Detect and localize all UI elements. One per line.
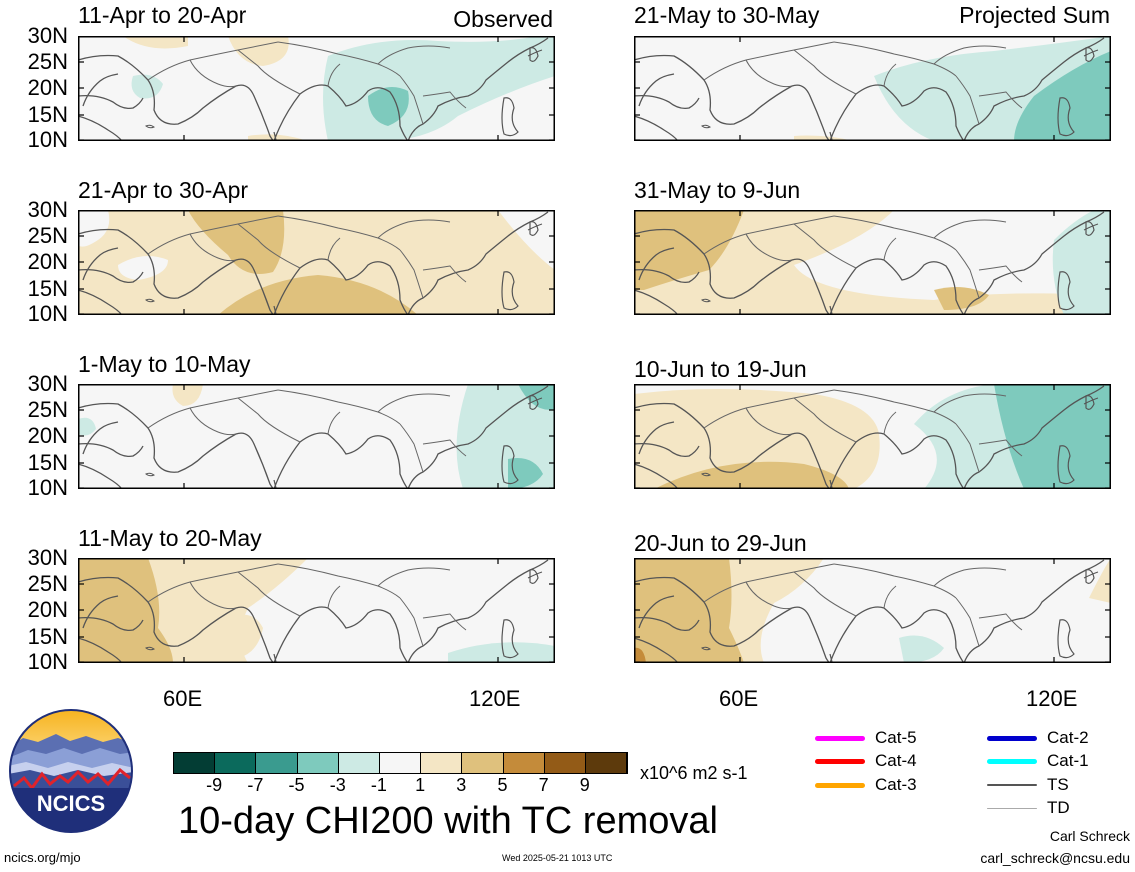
panel-title: 1-May to 10-May: [78, 351, 251, 377]
colorbar-swatch: [503, 753, 545, 773]
colorbar: [173, 752, 628, 774]
lat-label: 25N: [27, 397, 68, 422]
footer-timestamp: Wed 2025-05-21 1013 UTC: [502, 853, 613, 863]
colorbar-swatch: [544, 753, 586, 773]
map-panel: [78, 210, 555, 315]
colorbar-tick-label: -3: [329, 775, 346, 795]
tc-legend-label: Cat-3: [875, 775, 917, 794]
panel-title: 11-Apr to 20-Apr: [78, 2, 247, 28]
tc-legend-label: Cat-4: [875, 751, 917, 770]
panel-title: 11-May to 20-May: [78, 525, 262, 551]
panel-corner-label: Projected Sum: [959, 2, 1110, 28]
ncics-logo: NCICS: [9, 709, 133, 833]
lat-label: 30N: [27, 545, 68, 570]
lat-label: 15N: [27, 276, 68, 301]
map-panel: [78, 558, 555, 663]
tc-legend-line: [987, 784, 1037, 786]
panel-title: 21-Apr to 30-Apr: [78, 177, 249, 203]
tc-legend-line: [987, 758, 1037, 764]
tc-legend-label: Cat-5: [875, 728, 917, 747]
figure-title: 10-day CHI200 with TC removal: [178, 800, 718, 842]
tc-legend-label: Cat-2: [1047, 728, 1089, 747]
lat-label: 20N: [27, 249, 68, 274]
colorbar-swatch: [297, 753, 339, 773]
colorbar-swatch: [421, 753, 463, 773]
lon-label: 60E: [163, 686, 203, 711]
colorbar-swatch: [174, 753, 216, 773]
tc-legend-line: [815, 735, 865, 741]
lat-label: 10N: [27, 301, 68, 326]
lat-label: 25N: [27, 223, 68, 248]
colorbar-swatch: [462, 753, 504, 773]
lat-label: 30N: [27, 371, 68, 396]
lon-label: 60E: [719, 686, 759, 711]
logo-text: NCICS: [37, 791, 105, 816]
colorbar-tick-label: -9: [206, 775, 223, 795]
map-panel: [634, 36, 1111, 141]
footer-email: carl_schreck@ncsu.edu: [980, 850, 1130, 866]
colorbar-swatch: [585, 753, 628, 773]
panel-title: 20-Jun to 29-Jun: [634, 530, 807, 556]
map-panel: [78, 36, 555, 141]
footer-url: ncics.org/mjo: [4, 850, 81, 865]
map-panel: [634, 384, 1111, 489]
lon-label: 120E: [1026, 686, 1078, 711]
colorbar-swatch: [338, 753, 380, 773]
tc-legend-label: TD: [1047, 798, 1070, 817]
lat-label: 25N: [27, 49, 68, 74]
map-panel: [78, 384, 555, 489]
lat-label: 15N: [27, 624, 68, 649]
lat-label: 30N: [27, 197, 68, 222]
map-panel: [634, 210, 1111, 315]
lat-label: 20N: [27, 75, 68, 100]
tc-legend-line: [987, 807, 1037, 809]
lat-label: 20N: [27, 597, 68, 622]
colorbar-units: x10^6 m2 s-1: [640, 763, 748, 783]
tc-legend-label: Cat-1: [1047, 751, 1089, 770]
panel-title: 10-Jun to 19-Jun: [634, 356, 807, 382]
lat-label: 20N: [27, 423, 68, 448]
colorbar-swatch: [256, 753, 298, 773]
colorbar-tick-label: 7: [538, 775, 549, 795]
lat-label: 10N: [27, 649, 68, 674]
tc-legend-label: TS: [1047, 775, 1069, 794]
colorbar-tick-label: -1: [370, 775, 387, 795]
lat-label: 10N: [27, 127, 68, 152]
panel-title: 21-May to 30-May: [634, 2, 820, 28]
colorbar-tick-label: 3: [456, 775, 467, 795]
lat-label: 10N: [27, 475, 68, 500]
lat-label: 15N: [27, 450, 68, 475]
colorbar-tick-label: -5: [288, 775, 305, 795]
colorbar-swatch: [215, 753, 257, 773]
lat-label: 30N: [27, 23, 68, 48]
map-panel: [634, 558, 1111, 663]
colorbar-swatch: [379, 753, 422, 773]
lon-label: 120E: [469, 686, 521, 711]
colorbar-tick-label: 9: [579, 775, 590, 795]
panel-corner-label: Observed: [453, 6, 553, 32]
lat-label: 25N: [27, 571, 68, 596]
tc-legend-line: [987, 735, 1037, 741]
footer-author: Carl Schreck: [1049, 828, 1130, 844]
colorbar-tick-label: -7: [247, 775, 264, 795]
panel-title: 31-May to 9-Jun: [634, 177, 801, 203]
colorbar-tick-label: 1: [415, 775, 426, 795]
colorbar-tick-label: 5: [497, 775, 508, 795]
tc-legend-line: [815, 758, 865, 764]
tc-legend-line: [815, 782, 865, 788]
lat-label: 15N: [27, 102, 68, 127]
